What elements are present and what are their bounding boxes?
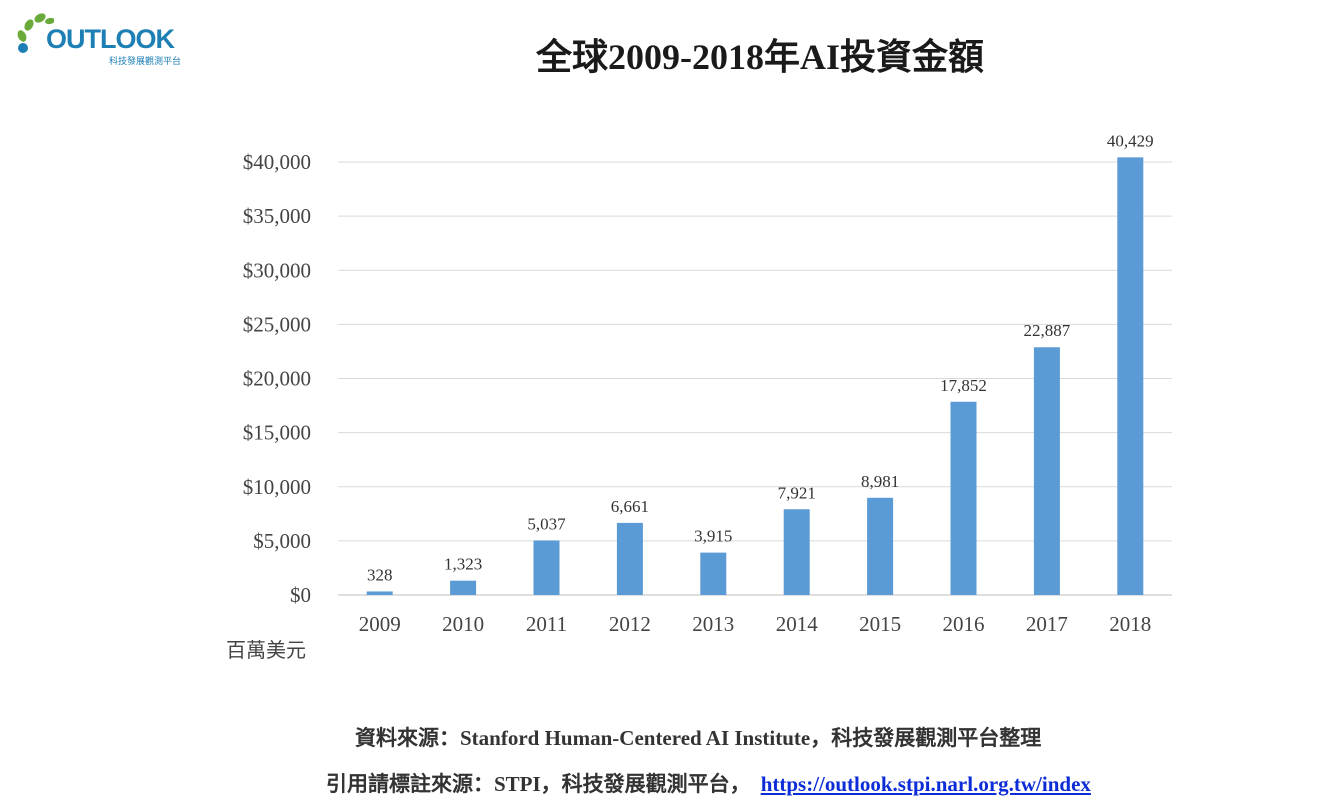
logo-leaf-icon [17, 13, 54, 53]
data-label-2010: 1,323 [444, 555, 482, 574]
y-tick-label: $40,000 [243, 150, 311, 174]
x-tick-label-2011: 2011 [526, 612, 567, 636]
data-label-2017: 22,887 [1024, 321, 1071, 340]
y-tick-label: $30,000 [243, 258, 311, 282]
bar-2015 [867, 497, 894, 595]
source-note: 資料來源：Stanford Human-Centered AI Institut… [355, 726, 1042, 750]
y-tick-label: $0 [290, 583, 311, 607]
bar-2012 [616, 522, 643, 595]
outlook-logo: OUTLOOK 科技發展觀測平台 [14, 8, 189, 68]
bar-2013 [700, 552, 727, 595]
x-tick-label-2017: 2017 [1026, 612, 1068, 636]
x-tick-label-2010: 2010 [442, 612, 484, 636]
y-tick-label: $20,000 [243, 367, 311, 391]
y-unit-label: 百萬美元 [226, 638, 306, 662]
logo-subtitle: 科技發展觀測平台 [109, 57, 182, 67]
y-tick-label: $10,000 [243, 475, 311, 499]
bar-2009 [366, 591, 393, 595]
x-tick-label-2015: 2015 [859, 612, 901, 636]
x-tick-label-2018: 2018 [1109, 612, 1151, 636]
bar-2014 [783, 509, 810, 595]
x-tick-label-2014: 2014 [776, 612, 819, 636]
bar-2016 [950, 401, 977, 595]
y-tick-label: $15,000 [243, 421, 311, 445]
data-label-2011: 5,037 [527, 514, 566, 533]
data-label-2018: 40,429 [1107, 131, 1154, 150]
y-tick-label: $25,000 [243, 312, 311, 336]
data-label-2015: 8,981 [861, 472, 899, 491]
x-tick-label-2013: 2013 [692, 612, 734, 636]
bar-2018 [1117, 157, 1144, 595]
citation-link[interactable]: https://outlook.stpi.narl.org.tw/index [760, 772, 1091, 796]
data-label-2014: 7,921 [778, 483, 816, 502]
x-tick-label-2009: 2009 [359, 612, 401, 636]
y-tick-label: $5,000 [253, 529, 311, 553]
x-tick-label-2012: 2012 [609, 612, 651, 636]
bar-2017 [1033, 347, 1060, 595]
logo-wordmark: OUTLOOK [46, 24, 175, 54]
y-tick-label: $35,000 [243, 204, 311, 228]
data-label-2013: 3,915 [694, 527, 732, 546]
data-label-2016: 17,852 [940, 376, 987, 395]
citation-prefix: 引用請標註來源：STPI，科技發展觀測平台， [326, 772, 751, 796]
chart-title: 全球2009-2018年AI投資金額 [536, 37, 984, 77]
data-label-2009: 328 [367, 565, 393, 584]
bar-2010 [450, 580, 477, 595]
data-label-2012: 6,661 [611, 497, 649, 516]
bar-2011 [533, 540, 560, 595]
x-tick-label-2016: 2016 [943, 612, 985, 636]
citation-note: 引用請標註來源：STPI，科技發展觀測平台， https://outlook.st… [326, 768, 1091, 798]
